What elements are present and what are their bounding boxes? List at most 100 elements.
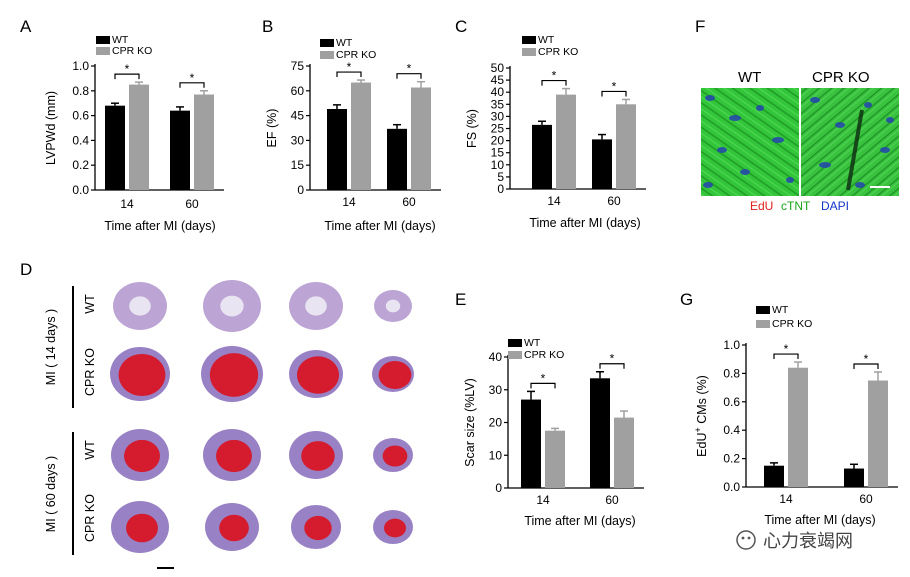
y-tick-label: 0.8 [723, 366, 740, 380]
legend-label-wt: WT [112, 34, 129, 46]
y-tick-label: 0.4 [72, 133, 89, 147]
significance-bracket [336, 71, 362, 78]
y-axis-title: Scar size (%LV) [463, 378, 477, 467]
significance-marker: * [864, 352, 869, 366]
y-tick-label: 0 [497, 182, 504, 196]
legend-label-wt: WT [538, 34, 555, 46]
bar-ko [614, 417, 634, 488]
heart-lumen [305, 296, 327, 316]
heart-infarct-region [296, 356, 340, 394]
significance-marker: * [407, 62, 412, 76]
nuclei-ko [810, 97, 894, 188]
significance-bracket [114, 73, 140, 80]
significance-bracket [530, 382, 556, 389]
heart-lumen [220, 295, 244, 317]
significance-bracket [179, 82, 205, 88]
group-label-14d: MI ( 14 days ) [44, 309, 58, 385]
significance-bracket [396, 73, 422, 79]
heart-infarct-region [304, 515, 332, 541]
panel-label-c: C [455, 17, 467, 36]
significance-bracket [601, 90, 627, 97]
row-label-wt-60d: WT [83, 440, 97, 460]
y-tick-label: 0.4 [723, 423, 740, 437]
bar-wt [532, 124, 552, 189]
y-tick-label: 30 [491, 109, 505, 123]
x-tick-label: 60 [607, 194, 621, 208]
chart-lvpwd: 0.0 0.2 0.4 0.6 0.8 1.0 LVPWd (mm) 14 60 Time aft… [44, 34, 224, 233]
bar-wt [521, 399, 541, 488]
y-tick-label: 20 [491, 134, 505, 148]
legend-label-ko: CPR KO [336, 49, 376, 61]
heart-infarct-region [384, 518, 406, 538]
row-label-ko-14d: CPR KO [83, 348, 97, 396]
chart-edu-cms: 0.0 0.2 0.4 0.6 0.8 1.0 EdU+ CMs (%) 14 60 Time a… [693, 304, 898, 527]
x-tick-label: 60 [185, 197, 199, 211]
y-tick-label: 0 [297, 183, 304, 197]
legend-swatch-wt [508, 339, 522, 347]
significance-marker: * [784, 342, 789, 356]
microscopy-panel: WT CPR KO EdU cTNT DAPI [701, 69, 899, 213]
micrograph-wt [701, 88, 799, 196]
chart-ef: 0 15 30 45 60 75 EF (%) 14 60 Time after MI (days… [265, 37, 441, 233]
heart-infarct-region [378, 360, 412, 390]
x-tick-label: 14 [342, 195, 356, 209]
x-tick-label: 14 [120, 197, 134, 211]
legend-swatch-ko [508, 351, 522, 359]
bar-ko [788, 367, 808, 487]
bar-ko [545, 430, 565, 488]
y-tick-label: 0 [495, 481, 502, 495]
legend-swatch-ko [320, 51, 334, 59]
y-tick-label: 45 [291, 109, 305, 123]
bar-wt [387, 128, 407, 190]
y-tick-label: 0.0 [723, 480, 740, 494]
bar-ko [616, 104, 636, 189]
x-axis-title: Time after MI (days) [324, 219, 435, 233]
heart-infarct-region [382, 445, 408, 467]
significance-marker: * [190, 71, 195, 85]
heart-lumen [129, 296, 151, 316]
panel-label-d: D [20, 260, 32, 279]
group-label-60d: MI ( 60 days ) [44, 456, 58, 532]
legend-swatch-ko [522, 48, 536, 56]
x-axis-title: Time after MI (days) [104, 219, 215, 233]
legend-swatch-ko [96, 47, 110, 55]
legend-label-ko: CPR KO [112, 45, 152, 57]
panel-label-a: A [20, 17, 32, 36]
micrograph-label-ko: CPR KO [812, 69, 870, 86]
significance-marker: * [347, 60, 352, 74]
legend-swatch-wt [96, 36, 110, 44]
y-tick-label: 45 [491, 73, 505, 87]
significance-marker: * [552, 69, 557, 83]
bar-ko [556, 94, 576, 189]
y-tick-label: 35 [491, 97, 505, 111]
bar-wt [105, 105, 125, 190]
panel-label-b: B [262, 17, 273, 36]
bar-ko [129, 84, 149, 190]
y-tick-label: 0.2 [723, 452, 740, 466]
legend-swatch-wt [522, 36, 536, 44]
bar-ko [411, 87, 431, 190]
y-tick-label: 0.6 [72, 109, 89, 123]
bar-ko [868, 380, 888, 487]
heart-infarct-region [126, 513, 158, 543]
y-tick-label: 0.8 [72, 84, 89, 98]
legend-label-ko: CPR KO [538, 46, 578, 58]
bar-wt [764, 465, 784, 487]
heart-sections-panel: MI ( 14 days ) MI ( 60 days ) WT CPR KO … [44, 280, 414, 569]
micrograph-label-wt: WT [738, 69, 761, 86]
x-tick-label: 60 [402, 195, 416, 209]
panel-label-f: F [695, 17, 705, 36]
legend-swatch-ko [756, 320, 770, 328]
bar-wt [592, 139, 612, 189]
legend-label-wt: WT [524, 337, 541, 349]
y-tick-label: 5 [497, 170, 504, 184]
significance-marker: * [125, 62, 130, 76]
nuclei-wt [703, 95, 794, 188]
y-tick-label: 30 [291, 133, 305, 147]
heart-infarct-region [209, 353, 259, 397]
x-tick-label: 14 [547, 194, 561, 208]
significance-bracket [773, 353, 799, 360]
x-axis-title: Time after MI (days) [524, 514, 635, 528]
